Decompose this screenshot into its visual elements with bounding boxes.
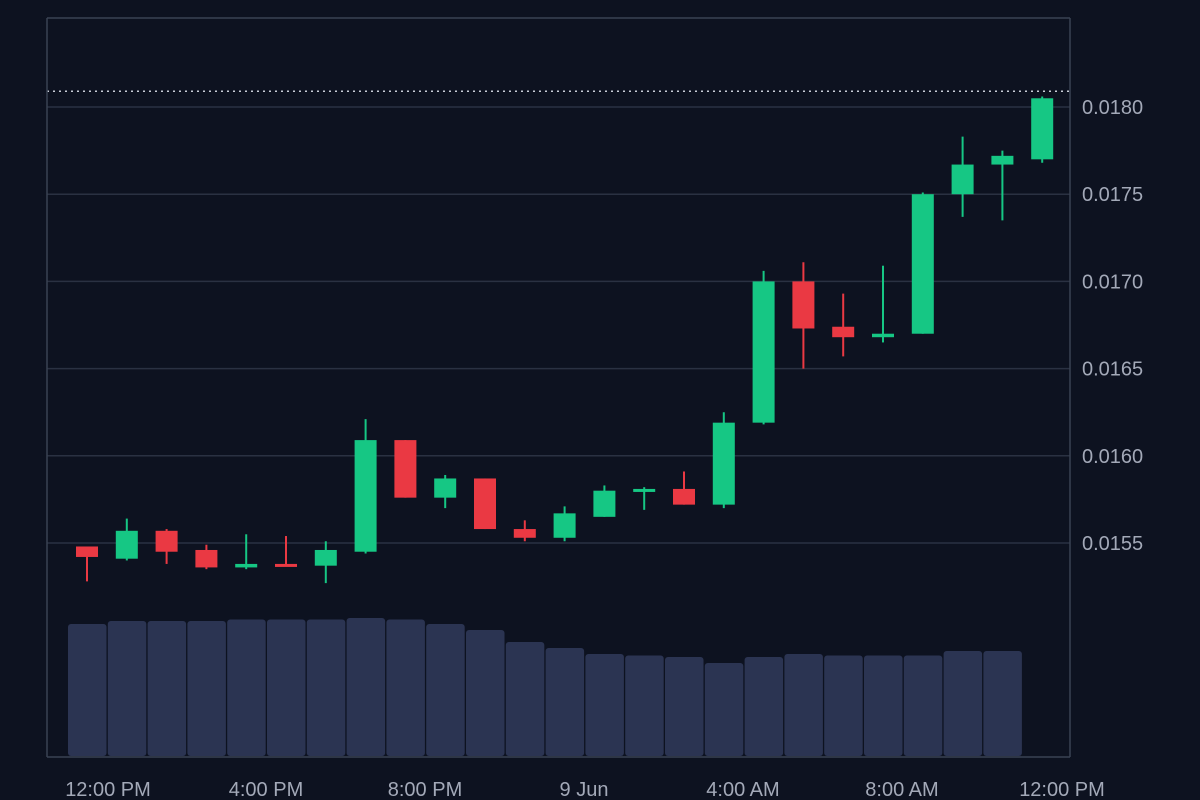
candle-down[interactable] bbox=[673, 471, 695, 505]
volume-bar bbox=[864, 655, 903, 756]
candle-down[interactable] bbox=[195, 544, 218, 570]
candle-up[interactable] bbox=[951, 136, 974, 217]
candle-body bbox=[314, 549, 337, 566]
volume-bar bbox=[983, 651, 1022, 756]
y-tick-label: 0.0170 bbox=[1082, 271, 1143, 293]
volume-bar bbox=[187, 621, 226, 756]
candle-body bbox=[553, 513, 576, 538]
candle-body bbox=[712, 422, 735, 505]
candle-body bbox=[275, 563, 297, 567]
candle-body bbox=[1031, 98, 1054, 160]
volume-bar bbox=[466, 630, 505, 756]
volume-bar bbox=[585, 654, 624, 756]
x-tick-label: 8:00 PM bbox=[388, 779, 462, 800]
candle-up[interactable] bbox=[752, 270, 775, 425]
candle-up[interactable] bbox=[872, 265, 894, 343]
candle-body bbox=[633, 488, 656, 492]
candle-body bbox=[911, 194, 934, 334]
candle-body bbox=[593, 490, 616, 517]
y-tick-label: 0.0180 bbox=[1082, 97, 1143, 119]
volume-bar bbox=[545, 648, 585, 756]
volume-bar bbox=[267, 619, 306, 756]
volume-bar bbox=[784, 654, 823, 756]
volume-bar bbox=[744, 657, 784, 756]
candle-body bbox=[195, 549, 218, 568]
volume-bars bbox=[68, 618, 1022, 756]
candle-down[interactable] bbox=[76, 546, 98, 582]
volume-bar bbox=[625, 655, 664, 756]
candle-body bbox=[235, 563, 258, 568]
candle-body bbox=[354, 440, 377, 552]
volume-bar bbox=[346, 618, 386, 756]
candle-body bbox=[752, 281, 775, 423]
volume-bar bbox=[147, 621, 187, 756]
candle-down[interactable] bbox=[832, 293, 855, 357]
candles[interactable] bbox=[76, 96, 1054, 584]
candle-up[interactable] bbox=[633, 487, 656, 510]
volume-bar bbox=[704, 663, 744, 756]
volume-bar bbox=[903, 655, 943, 756]
candle-up[interactable] bbox=[354, 419, 377, 554]
candle-body bbox=[115, 530, 138, 559]
candle-body bbox=[792, 281, 815, 329]
volume-bar bbox=[665, 657, 704, 756]
candle-body bbox=[991, 155, 1014, 165]
volume-bar bbox=[426, 624, 465, 756]
y-tick-label: 0.0175 bbox=[1082, 184, 1143, 206]
candle-up[interactable] bbox=[593, 485, 616, 517]
candle-down[interactable] bbox=[394, 440, 417, 498]
candle-body bbox=[474, 478, 496, 530]
candle-up[interactable] bbox=[991, 150, 1014, 221]
candle-body bbox=[434, 478, 457, 498]
volume-bar bbox=[505, 642, 545, 756]
volume-bar bbox=[943, 651, 983, 756]
candle-body bbox=[673, 488, 695, 505]
candle-up[interactable] bbox=[235, 534, 258, 570]
candle-body bbox=[872, 333, 894, 338]
x-tick-label: 8:00 AM bbox=[865, 779, 938, 800]
volume-bar bbox=[306, 619, 346, 756]
candle-body bbox=[76, 546, 98, 557]
volume-bar bbox=[824, 655, 863, 756]
candle-up[interactable] bbox=[553, 506, 576, 542]
volume-bar bbox=[227, 619, 266, 756]
candle-up[interactable] bbox=[712, 412, 735, 509]
x-axis: 12:00 PM 4:00 PM 8:00 PM 9 Jun 4:00 AM 8:00 A… bbox=[65, 779, 1105, 800]
y-tick-label: 0.0160 bbox=[1082, 446, 1143, 468]
candle-up[interactable] bbox=[115, 518, 138, 561]
candle-body bbox=[951, 164, 974, 195]
y-tick-label: 0.0165 bbox=[1082, 359, 1143, 381]
x-tick-label: 4:00 PM bbox=[229, 779, 303, 800]
x-tick-label: 12:00 PM bbox=[65, 779, 151, 800]
grid bbox=[47, 106, 1070, 544]
candle-down[interactable] bbox=[275, 536, 297, 567]
candle-down[interactable] bbox=[513, 520, 536, 542]
candle-up[interactable] bbox=[911, 192, 934, 334]
candle-up[interactable] bbox=[314, 541, 337, 584]
x-tick-label: 4:00 AM bbox=[706, 779, 779, 800]
x-tick-label: 9 Jun bbox=[560, 779, 609, 800]
y-tick-label: 0.0155 bbox=[1082, 533, 1143, 555]
candle-down[interactable] bbox=[474, 478, 496, 530]
plot-frame bbox=[46, 17, 1071, 758]
candle-body bbox=[513, 529, 536, 538]
y-axis: 0.0155 0.0160 0.0165 0.0170 0.0175 0.0180 bbox=[1082, 97, 1143, 555]
x-tick-label: 12:00 PM bbox=[1019, 779, 1105, 800]
candle-up[interactable] bbox=[1031, 96, 1054, 163]
candle-body bbox=[832, 326, 855, 338]
volume-bar bbox=[107, 621, 147, 756]
candle-body bbox=[394, 440, 417, 498]
candle-down[interactable] bbox=[155, 529, 178, 564]
candle-body bbox=[155, 530, 178, 552]
candle-down[interactable] bbox=[792, 262, 815, 369]
candle-up[interactable] bbox=[434, 474, 457, 509]
volume-bar bbox=[386, 619, 425, 756]
volume-bar bbox=[68, 624, 107, 756]
